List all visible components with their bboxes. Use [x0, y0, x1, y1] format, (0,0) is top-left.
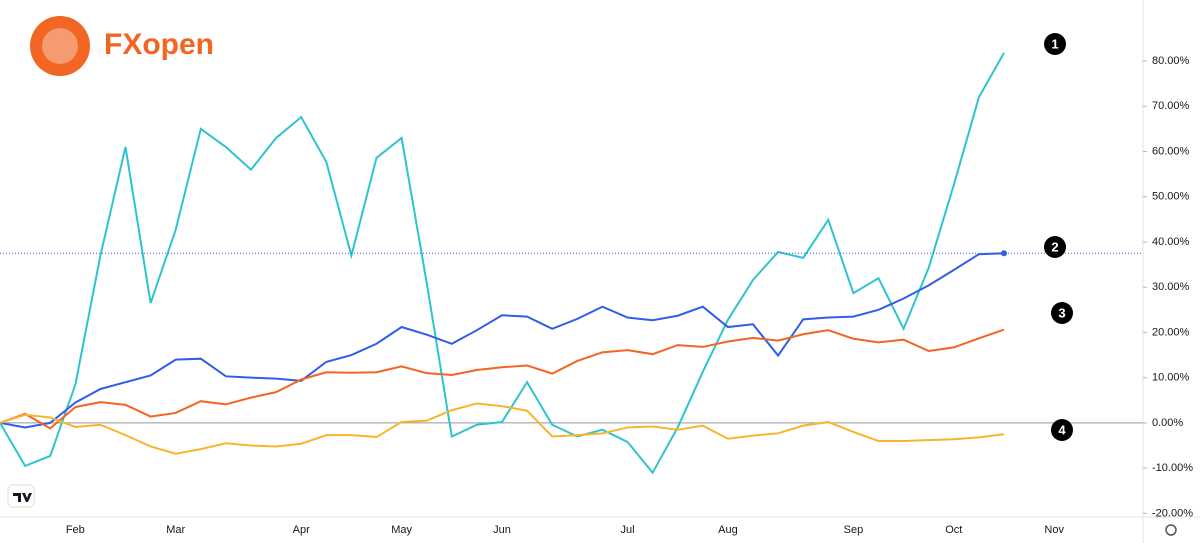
series-badge-label: 3 [1058, 305, 1065, 320]
series-badge [1044, 33, 1066, 55]
y-tick-label: 40.00% [1152, 236, 1190, 248]
series-line [0, 252, 1005, 429]
logo-icon-inner [42, 28, 78, 64]
y-tick-label: 50.00% [1152, 191, 1190, 203]
last-value-dot [1001, 250, 1007, 257]
x-tick-label: Jul [620, 524, 634, 536]
x-tick-label: May [391, 524, 412, 536]
y-tick-label: -10.00% [1152, 462, 1193, 474]
series-badge [1051, 419, 1073, 441]
x-tick-label: Mar [166, 524, 185, 536]
x-tick-label: Jun [493, 524, 511, 536]
y-tick-label: 30.00% [1152, 281, 1190, 293]
series-badge-label: 1 [1051, 36, 1058, 51]
logo-icon [30, 16, 90, 76]
y-tick-label: 70.00% [1152, 100, 1190, 112]
x-tick-label: Feb [66, 524, 85, 536]
series-line [0, 402, 1005, 455]
x-tick-label: Sep [844, 524, 864, 536]
x-tick-label: Aug [718, 524, 738, 536]
x-tick-label: Oct [945, 524, 962, 536]
y-tick-label: 20.00% [1152, 326, 1190, 338]
series-badge [1051, 302, 1073, 324]
series-badge-label: 2 [1051, 239, 1058, 254]
series-badge [1044, 236, 1066, 258]
logo-text: FXopen [104, 28, 214, 61]
series-line [0, 328, 1005, 430]
x-tick-label: Nov [1044, 524, 1064, 536]
y-tick-label: 80.00% [1152, 55, 1190, 67]
y-tick-label: 60.00% [1152, 145, 1190, 157]
y-tick-label: 10.00% [1152, 372, 1190, 384]
y-tick-label: 0.00% [1152, 417, 1183, 429]
series-line [0, 52, 1005, 475]
x-tick-label: Apr [293, 524, 310, 536]
series-badge-label: 4 [1058, 422, 1066, 437]
y-tick-label: -20.00% [1152, 507, 1193, 519]
logo: FXopen [30, 16, 214, 76]
settings-icon[interactable] [1165, 524, 1177, 536]
tv-badge [7, 484, 35, 508]
